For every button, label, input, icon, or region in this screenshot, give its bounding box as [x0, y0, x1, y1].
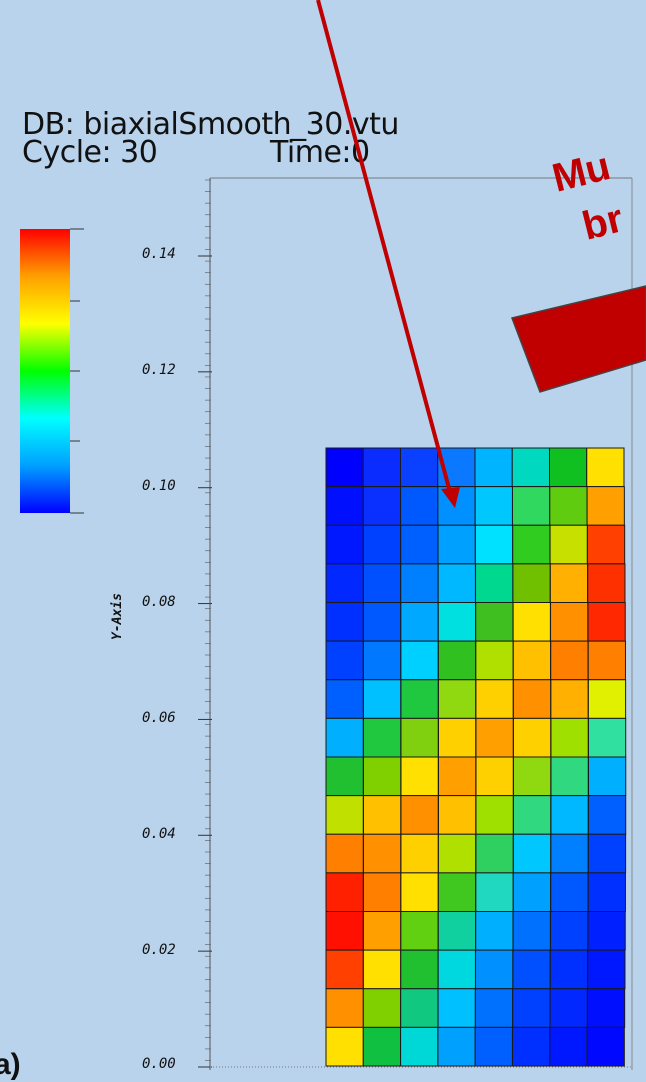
- mesh-cell: [586, 988, 626, 1028]
- y-tick-label-0.00: 0.00: [142, 1056, 176, 1072]
- mesh-cell: [549, 1026, 588, 1067]
- mesh-cell: [437, 872, 477, 912]
- mesh-cell: [474, 486, 513, 526]
- mesh-cell: [400, 1026, 439, 1067]
- mesh-cell: [437, 602, 477, 642]
- mesh-cell: [475, 833, 514, 874]
- mesh-cell: [475, 756, 514, 797]
- mesh-cell: [512, 949, 551, 990]
- mesh-cell: [512, 795, 552, 835]
- mesh-cell: [475, 602, 514, 642]
- mesh-cell: [362, 1026, 402, 1067]
- mesh-cell: [325, 524, 364, 565]
- mesh-cell: [325, 486, 364, 526]
- mesh-cell: [325, 640, 364, 681]
- mesh-cell: [438, 756, 477, 797]
- mesh-cell: [550, 872, 589, 912]
- mesh-cell: [400, 949, 439, 990]
- mesh-cell: [512, 602, 551, 642]
- mesh-cell: [549, 988, 588, 1028]
- mesh-cell: [587, 640, 626, 681]
- mesh-cell: [550, 911, 589, 951]
- annotation-arrow-head: [441, 487, 460, 508]
- mesh-cell: [362, 602, 402, 642]
- mesh-cell: [325, 833, 364, 874]
- mesh-cell: [587, 949, 626, 990]
- mesh-cell: [475, 949, 514, 990]
- mesh-cell: [437, 911, 477, 951]
- mesh-cell: [437, 717, 477, 758]
- mesh-cell: [511, 1026, 551, 1067]
- mesh-cell: [400, 717, 439, 758]
- mesh-cell: [437, 795, 477, 835]
- mesh-cell: [550, 756, 589, 797]
- y-tick-label-0.14: 0.14: [142, 246, 176, 262]
- colorbar: [20, 229, 70, 513]
- mesh-cell: [362, 640, 402, 681]
- mesh-cell: [400, 795, 439, 835]
- y-tick-label-0.06: 0.06: [142, 710, 176, 726]
- mesh-cell: [325, 911, 364, 951]
- mesh-cell: [513, 756, 552, 797]
- mesh-cell: [325, 602, 364, 642]
- y-tick-label-0.10: 0.10: [142, 478, 176, 494]
- y-axis-major-ticks: [198, 255, 212, 1068]
- mesh-cell: [587, 717, 627, 758]
- database-label: DB: biaxialSmooth_30.vtu: [22, 107, 399, 142]
- mesh-cell: [362, 911, 402, 951]
- mesh-cell: [474, 524, 514, 565]
- mesh-cell: [362, 949, 402, 990]
- mesh-cell: [400, 486, 439, 526]
- annotation-block: [510, 285, 646, 393]
- mesh-cell: [400, 447, 439, 488]
- y-tick-label-0.04: 0.04: [142, 826, 176, 842]
- mesh-cell: [586, 447, 625, 488]
- y-tick-label-0.08: 0.08: [142, 594, 176, 610]
- mesh-cell: [325, 1026, 364, 1067]
- mesh-cell: [475, 563, 514, 603]
- mesh-cell: [587, 602, 626, 642]
- mesh-cell: [587, 911, 626, 951]
- mesh-cell: [437, 988, 476, 1028]
- mesh-cell: [586, 1026, 625, 1067]
- y-tick-label-0.02: 0.02: [142, 942, 176, 958]
- colorbar-ticks: [70, 228, 84, 514]
- mesh-cell: [586, 486, 625, 526]
- mesh-cell: [511, 486, 551, 526]
- mesh-cell: [437, 563, 476, 603]
- cycle-label: Cycle: 30: [22, 135, 158, 170]
- mesh-cell: [400, 988, 439, 1028]
- mesh-cell: [512, 563, 551, 603]
- mesh-cell: [362, 872, 402, 912]
- mesh-cell: [512, 833, 552, 874]
- mesh-cell: [400, 679, 439, 719]
- mesh-cell: [586, 524, 626, 565]
- mesh-cell: [362, 563, 402, 603]
- mesh-cell: [475, 679, 514, 719]
- mesh-cell: [587, 795, 627, 835]
- mesh-cell: [549, 949, 589, 990]
- mesh-cell: [325, 872, 364, 912]
- mesh-cell: [512, 988, 551, 1028]
- y-tick-label-0.12: 0.12: [142, 362, 176, 378]
- mesh-cell: [475, 717, 514, 758]
- mesh-cell: [587, 563, 626, 603]
- time-label: Time:0: [270, 135, 370, 170]
- subfigure-label: a): [0, 1048, 21, 1081]
- mesh-cell: [512, 911, 551, 951]
- y-axis-minor-ticks: [205, 179, 211, 1061]
- mesh-cell: [437, 679, 477, 719]
- colorbar-gradient: [20, 229, 70, 513]
- mesh-cell: [511, 447, 550, 488]
- mesh-cell: [400, 872, 439, 912]
- mesh-cell: [437, 1026, 476, 1067]
- mesh-cell: [400, 524, 439, 565]
- mesh-cell: [437, 640, 477, 681]
- annotation-arrow-line: [316, 0, 452, 493]
- mesh-cell: [550, 679, 589, 719]
- mesh-cell: [549, 524, 588, 565]
